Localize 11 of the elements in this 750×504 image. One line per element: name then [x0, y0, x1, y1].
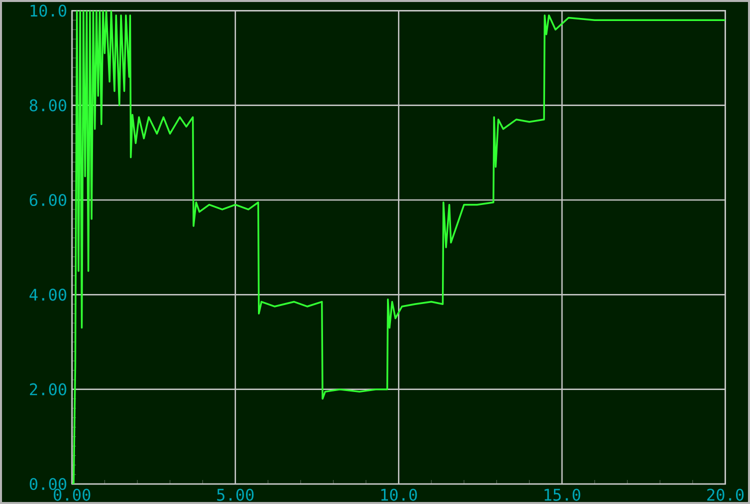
y-tick-label: 6.00: [30, 194, 66, 206]
y-tick-label: 0.00: [30, 478, 66, 490]
x-tick-label: 20.0: [707, 488, 744, 501]
y-tick-label: 2.00: [30, 383, 66, 396]
x-tick-label: 10.0: [381, 488, 417, 501]
x-tick-label: 15.0: [544, 488, 580, 501]
x-tick-label: 0.00: [54, 488, 90, 501]
x-tick-label: 5.00: [217, 488, 254, 501]
y-tick-label: 4.00: [30, 288, 66, 301]
y-tick-label: 10.0: [30, 4, 66, 17]
y-tick-label: 8.00: [30, 99, 66, 112]
